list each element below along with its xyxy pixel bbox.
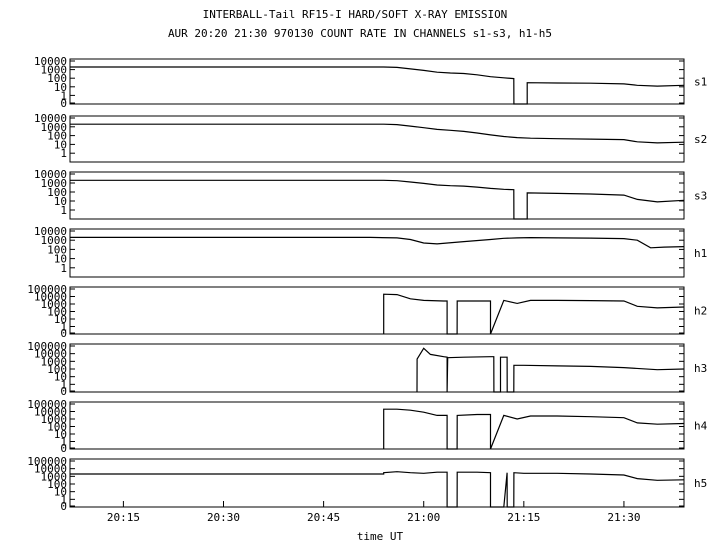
x-tick-label: 20:30 xyxy=(207,511,240,524)
y-tick-label: 10 xyxy=(54,313,67,326)
y-tick-label: 1 xyxy=(60,204,67,217)
y-tick-label: 1 xyxy=(60,89,67,102)
y-tick-label: 100 xyxy=(47,421,67,434)
y-tick-label: 100 xyxy=(47,130,67,143)
series-label: h2 xyxy=(694,305,707,318)
y-tick-label: 0 xyxy=(60,442,67,455)
y-tick-label: 1000 xyxy=(41,121,68,134)
y-tick-label: 100000 xyxy=(27,398,67,411)
y-tick-label: 1000 xyxy=(41,298,68,311)
series-label: s3 xyxy=(694,190,707,203)
series-label: h1 xyxy=(694,247,707,260)
y-tick-label: 100000 xyxy=(27,283,67,296)
y-tick-label: 1000 xyxy=(41,470,68,483)
panels: 1000010001001010s1100001000100101s210000… xyxy=(27,55,707,513)
series-line-s1 xyxy=(70,66,685,105)
y-tick-label: 0 xyxy=(60,385,67,398)
x-tick-label: 21:00 xyxy=(407,511,440,524)
y-tick-label: 1 xyxy=(60,321,67,334)
panel-frame xyxy=(69,286,685,335)
panel-frame xyxy=(69,401,685,450)
y-tick-label: 1 xyxy=(60,378,67,391)
panel-frame xyxy=(69,115,685,163)
series-line-s2 xyxy=(70,123,685,144)
y-tick-label: 10000 xyxy=(34,168,67,181)
y-tick-label: 100000 xyxy=(27,455,67,468)
y-tick-label: 100 xyxy=(47,243,67,256)
x-tick-label: 21:30 xyxy=(607,511,640,524)
y-tick-label: 10000 xyxy=(34,348,67,361)
panel-frame xyxy=(69,343,685,393)
y-tick-label: 10 xyxy=(54,253,67,266)
panel-frame xyxy=(69,458,685,508)
y-tick-label: 10 xyxy=(54,195,67,208)
series-line-h5 xyxy=(70,471,685,508)
y-tick-label: 10 xyxy=(54,428,67,441)
series-line-h2 xyxy=(383,293,685,335)
y-tick-label: 100000 xyxy=(27,340,67,353)
x-tick-label: 20:15 xyxy=(107,511,140,524)
y-tick-label: 0 xyxy=(60,97,67,110)
y-tick-label: 100 xyxy=(47,478,67,491)
y-tick-label: 10 xyxy=(54,138,67,151)
chart-subtitle: AUR 20:20 21:30 970130 COUNT RATE IN CHA… xyxy=(168,27,552,40)
series-line-h4 xyxy=(383,408,685,450)
y-tick-label: 100 xyxy=(47,72,67,85)
series-line-s3 xyxy=(70,179,685,220)
panel-frame xyxy=(69,228,685,278)
y-tick-label: 1000 xyxy=(41,413,68,426)
y-tick-label: 1000 xyxy=(41,355,68,368)
y-tick-label: 10000 xyxy=(34,291,67,304)
y-tick-label: 10000 xyxy=(34,55,67,68)
y-tick-label: 100 xyxy=(47,306,67,319)
y-tick-label: 1000 xyxy=(41,234,68,247)
y-tick-label: 1000 xyxy=(41,64,68,77)
y-tick-label: 1 xyxy=(60,262,67,275)
y-tick-label: 10 xyxy=(54,486,67,499)
y-tick-label: 0 xyxy=(60,327,67,340)
x-axis: 20:15 20:30 20:45 21:00 21:15 21:30 xyxy=(107,501,640,524)
series-label: h5 xyxy=(694,477,707,490)
y-tick-label: 10000 xyxy=(34,225,67,238)
series-label: h3 xyxy=(694,362,707,375)
y-tick-label: 0 xyxy=(60,500,67,513)
y-tick-label: 10 xyxy=(54,81,67,94)
y-tick-label: 10 xyxy=(54,371,67,384)
series-label: s2 xyxy=(694,133,707,146)
x-axis-label: time UT xyxy=(357,530,404,543)
series-line-h1 xyxy=(70,236,685,249)
y-tick-label: 1 xyxy=(60,147,67,160)
x-tick-label: 20:45 xyxy=(307,511,340,524)
series-line-h3 xyxy=(416,347,685,393)
y-tick-label: 100 xyxy=(47,186,67,199)
panel-frame xyxy=(69,171,685,220)
y-tick-label: 10000 xyxy=(34,112,67,125)
chart-title: INTERBALL-Tail RF15-I HARD/SOFT X-RAY EM… xyxy=(203,8,508,21)
series-label: h4 xyxy=(694,420,708,433)
y-tick-label: 1 xyxy=(60,436,67,449)
y-tick-label: 100 xyxy=(47,363,67,376)
y-tick-label: 10000 xyxy=(34,406,67,419)
series-label: s1 xyxy=(694,76,707,89)
y-tick-label: 1000 xyxy=(41,177,68,190)
panel-frame xyxy=(69,58,685,105)
x-tick-label: 21:15 xyxy=(507,511,540,524)
y-tick-label: 10000 xyxy=(34,463,67,476)
y-tick-label: 1 xyxy=(60,493,67,506)
